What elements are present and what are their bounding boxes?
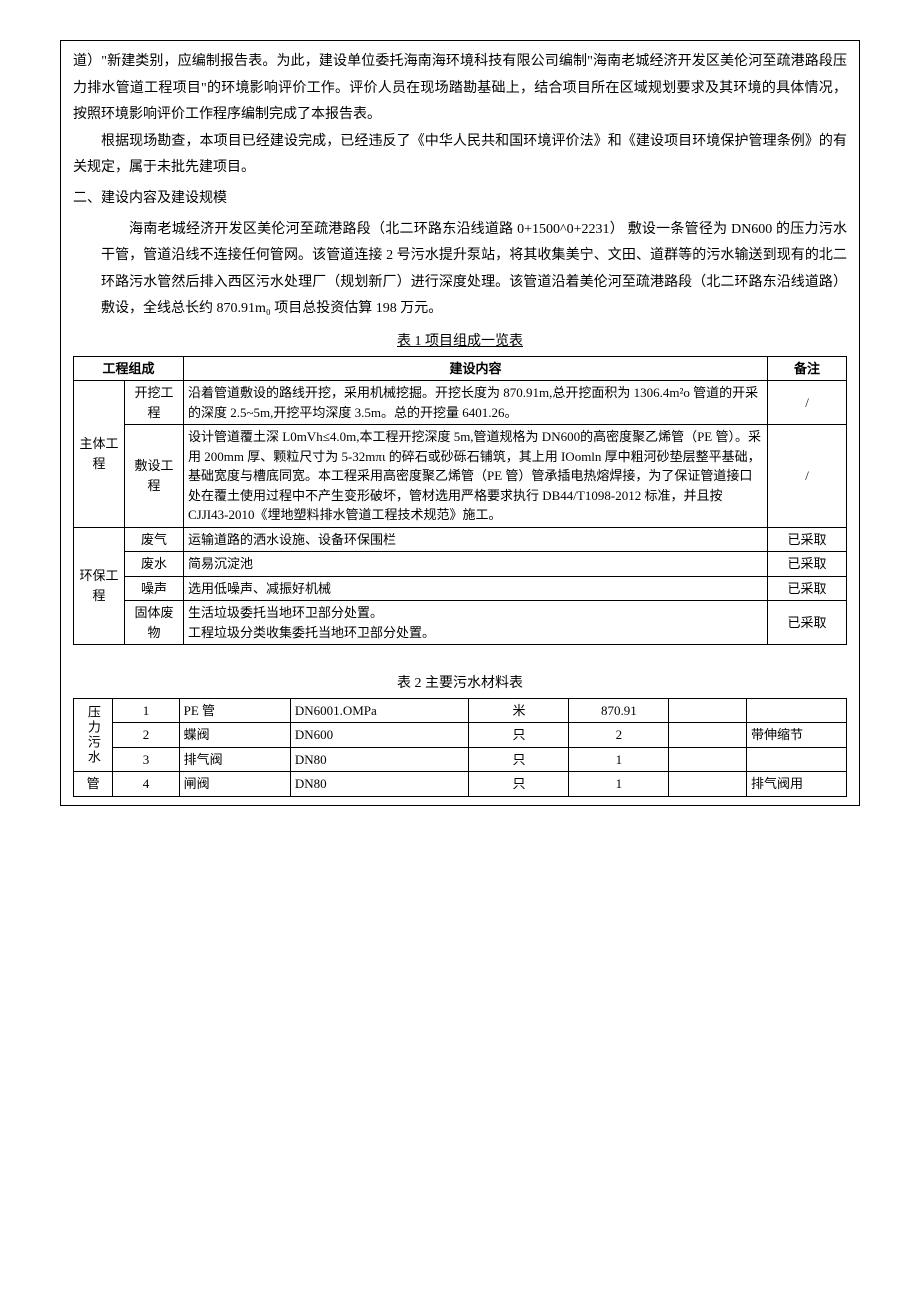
t1-group-env: 环保工程	[74, 527, 125, 645]
t1-note-cell: 已采取	[768, 552, 847, 577]
table-row: 管 4 闸阀 DN80 只 1 排气阀用	[74, 772, 847, 797]
t2-idx: 1	[113, 698, 179, 723]
intro-paragraph-2: 根据现场勘查，本项目已经建设完成，已经违反了《中华人民共和国环境评价法》和《建设…	[73, 129, 847, 182]
t2-idx: 3	[113, 747, 179, 772]
table-row: 噪声 选用低噪声、减振好机械 已采取	[74, 576, 847, 601]
t2-note	[746, 698, 846, 723]
t1-content-cell: 生活垃圾委托当地环卫部分处置。 工程垃圾分类收集委托当地环卫部分处置。	[184, 601, 768, 645]
t2-note	[746, 747, 846, 772]
t2-spec: DN80	[290, 747, 469, 772]
t2-name: PE 管	[179, 698, 290, 723]
t2-name: 闸阀	[179, 772, 290, 797]
table-row: 压力污水 1 PE 管 DN6001.OMPa 米 870.91	[74, 698, 847, 723]
t1-note-cell: 已采取	[768, 601, 847, 645]
intro-paragraph-1: 道）"新建类别，应编制报告表。为此，建设单位委托海南海环境科技有限公司编制"海南…	[73, 49, 847, 129]
table-1-caption: 表 1 项目组成一览表	[73, 329, 847, 356]
table-row: 主体工程 开挖工程 沿着管道敷设的路线开挖，采用机械挖掘。开挖长度为 870.9…	[74, 381, 847, 425]
t1-content-cell: 运输道路的洒水设施、设备环保围栏	[184, 527, 768, 552]
t2-qty: 1	[569, 747, 669, 772]
t1-content-cell: 沿着管道敷设的路线开挖，采用机械挖掘。开挖长度为 870.91m,总开挖面积为 …	[184, 381, 768, 425]
table-row: 固体废物 生活垃圾委托当地环卫部分处置。 工程垃圾分类收集委托当地环卫部分处置。…	[74, 601, 847, 645]
table-1: 工程组成 建设内容 备注 主体工程 开挖工程 沿着管道敷设的路线开挖，采用机械挖…	[73, 356, 847, 646]
t1-note-cell: 已采取	[768, 576, 847, 601]
t1-sub-air: 废气	[125, 527, 184, 552]
t1-content-cell: 设计管道覆土深 L0mVh≤4.0m,本工程开挖深度 5m,管道规格为 DN60…	[184, 425, 768, 528]
t2-name: 排气阀	[179, 747, 290, 772]
t1-content-cell: 简易沉淀池	[184, 552, 768, 577]
t2-category-pipe: 管	[74, 772, 113, 797]
t1-content-cell: 选用低噪声、减振好机械	[184, 576, 768, 601]
t2-empty	[669, 698, 747, 723]
t2-spec: DN6001.OMPa	[290, 698, 469, 723]
t1-sub-water: 废水	[125, 552, 184, 577]
t2-unit: 只	[469, 772, 569, 797]
table-row: 2 蝶阀 DN600 只 2 带伸缩节	[74, 723, 847, 748]
t2-empty	[669, 772, 747, 797]
t2-empty	[669, 747, 747, 772]
t1-sub-laying: 敷设工程	[125, 425, 184, 528]
t2-idx: 4	[113, 772, 179, 797]
t2-note: 带伸缩节	[746, 723, 846, 748]
t1-header-note: 备注	[768, 356, 847, 381]
t2-category-pressure: 压力污水	[74, 698, 113, 772]
t2-note: 排气阀用	[746, 772, 846, 797]
t1-sub-solid: 固体废物	[125, 601, 184, 645]
table-row: 工程组成 建设内容 备注	[74, 356, 847, 381]
t2-idx: 2	[113, 723, 179, 748]
t1-header-content: 建设内容	[184, 356, 768, 381]
table-row: 环保工程 废气 运输道路的洒水设施、设备环保围栏 已采取	[74, 527, 847, 552]
table-row: 3 排气阀 DN80 只 1	[74, 747, 847, 772]
t2-unit: 只	[469, 747, 569, 772]
table-row: 敷设工程 设计管道覆土深 L0mVh≤4.0m,本工程开挖深度 5m,管道规格为…	[74, 425, 847, 528]
section-2-body: 海南老城经济开发区美伦河至疏港路段（北二环路东沿线道路 0+1500^0+223…	[73, 217, 847, 323]
t1-sub-noise: 噪声	[125, 576, 184, 601]
t1-group-main: 主体工程	[74, 381, 125, 528]
table-2: 压力污水 1 PE 管 DN6001.OMPa 米 870.91 2 蝶阀 DN…	[73, 698, 847, 797]
t1-note-cell: /	[768, 425, 847, 528]
t2-name: 蝶阀	[179, 723, 290, 748]
t2-empty	[669, 723, 747, 748]
table-2-caption: 表 2 主要污水材料表	[73, 671, 847, 698]
section-2-heading: 二、建设内容及建设规模	[73, 186, 847, 213]
t1-header-group: 工程组成	[74, 356, 184, 381]
t1-sub-excavation: 开挖工程	[125, 381, 184, 425]
table-row: 废水 简易沉淀池 已采取	[74, 552, 847, 577]
t2-spec: DN600	[290, 723, 469, 748]
t2-spec: DN80	[290, 772, 469, 797]
t1-note-cell: 已采取	[768, 527, 847, 552]
t2-qty: 2	[569, 723, 669, 748]
page-container: 道）"新建类别，应编制报告表。为此，建设单位委托海南海环境科技有限公司编制"海南…	[60, 40, 860, 806]
t2-qty: 1	[569, 772, 669, 797]
t2-unit: 只	[469, 723, 569, 748]
t2-qty: 870.91	[569, 698, 669, 723]
t2-unit: 米	[469, 698, 569, 723]
t1-note-cell: /	[768, 381, 847, 425]
